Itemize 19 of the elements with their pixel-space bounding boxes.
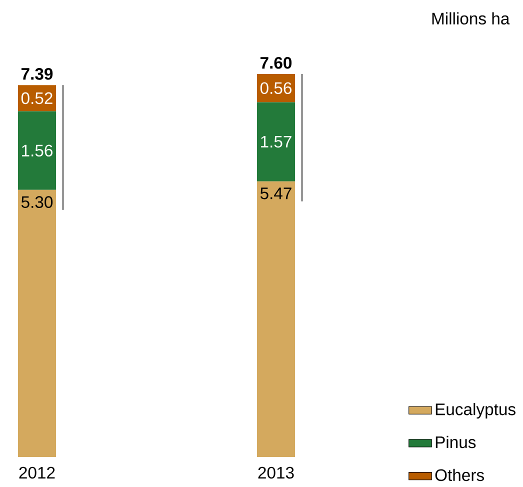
data-label: 0.56 bbox=[260, 82, 292, 94]
text: Millions ha bbox=[432, 12, 510, 25]
bar bbox=[18, 111, 56, 190]
data-label: 5.47 bbox=[260, 188, 292, 200]
x-tick-label: 2013 bbox=[258, 466, 294, 479]
bar bbox=[18, 190, 56, 457]
data-label: 0.52 bbox=[21, 92, 52, 104]
legend-label: Others bbox=[435, 468, 484, 482]
legend-label: Eucalyptus bbox=[436, 402, 516, 419]
x-tick-label: 2012 bbox=[19, 466, 55, 479]
bar bbox=[257, 102, 295, 182]
data-label: 1.56 bbox=[22, 144, 52, 157]
total-label: 7.39 bbox=[21, 68, 53, 80]
legend-label: Pinus bbox=[436, 436, 476, 448]
bar bbox=[257, 181, 295, 457]
data-label: 5.30 bbox=[21, 196, 53, 208]
total-label: 7.60 bbox=[260, 56, 292, 69]
data-label: 1.57 bbox=[261, 136, 292, 148]
bar bbox=[18, 85, 56, 112]
